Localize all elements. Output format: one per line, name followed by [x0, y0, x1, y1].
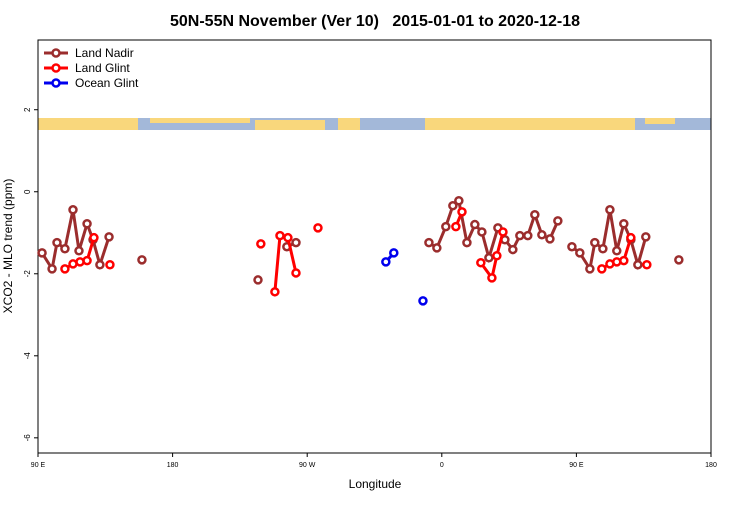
- data-point: [104, 232, 114, 242]
- data-point: [523, 230, 533, 241]
- x-tick-label: 90 E: [31, 462, 46, 469]
- data-point: [619, 255, 629, 266]
- data-point: [60, 244, 70, 254]
- data-point: [484, 253, 494, 263]
- data-point: [612, 246, 622, 256]
- data-point: [283, 232, 293, 243]
- data-point: [424, 237, 434, 248]
- x-tick-label: 180: [705, 462, 717, 469]
- data-point: [674, 255, 684, 265]
- legend-label: Land Nadir: [75, 46, 134, 60]
- data-point: [462, 237, 472, 248]
- data-point: [530, 209, 540, 220]
- series-line: [386, 253, 423, 301]
- data-point: [82, 255, 92, 266]
- data-point: [619, 218, 629, 229]
- data-point: [508, 244, 518, 255]
- x-tick-label: 0: [440, 462, 444, 469]
- data-point: [37, 248, 47, 258]
- data-point: [47, 264, 57, 274]
- legend-marker: [51, 78, 61, 88]
- data-point: [270, 287, 280, 297]
- data-point: [451, 221, 461, 232]
- data-point: [585, 264, 595, 274]
- data-point: [432, 243, 442, 253]
- legend-label: Land Glint: [75, 61, 130, 75]
- data-point: [597, 264, 607, 274]
- data-point: [626, 232, 636, 243]
- data-point: [498, 227, 508, 237]
- legend-marker: [51, 63, 61, 73]
- data-point: [492, 250, 502, 261]
- x-axis-label: Longitude: [349, 477, 402, 491]
- map-strip: [38, 118, 711, 130]
- data-point: [545, 234, 555, 244]
- data-point: [590, 237, 600, 248]
- data-point: [567, 241, 577, 252]
- data-point: [515, 230, 525, 241]
- data-point: [291, 268, 301, 278]
- plot-frame: [37, 39, 712, 454]
- data-point: [89, 232, 99, 243]
- data-point: [105, 260, 115, 270]
- legend-marker: [51, 48, 61, 58]
- data-point: [448, 200, 458, 211]
- chart-title: 50N-55N November (Ver 10) 2015-01-01 to …: [170, 13, 580, 30]
- data-point: [477, 227, 487, 237]
- y-axis-label: XCO2 - MLO trend (ppm): [1, 179, 15, 314]
- data-point: [642, 260, 652, 270]
- data-point: [454, 196, 464, 206]
- y-tick-label: 0: [23, 189, 32, 194]
- data-point: [470, 219, 480, 230]
- data-point: [137, 255, 147, 265]
- data-point: [441, 221, 451, 232]
- data-point: [82, 218, 92, 229]
- data-point: [74, 246, 84, 256]
- data-point: [605, 205, 615, 215]
- data-point: [52, 237, 62, 248]
- data-point: [68, 205, 78, 215]
- data-point: [275, 230, 285, 241]
- x-tick-label: 180: [167, 462, 179, 469]
- data-point: [598, 244, 608, 254]
- data-point: [641, 232, 651, 242]
- data-point: [476, 257, 486, 268]
- y-tick-label: -2: [23, 270, 32, 278]
- data-point: [553, 216, 563, 226]
- data-point: [418, 296, 428, 306]
- data-point: [95, 260, 105, 270]
- legend-label: Ocean Glint: [75, 76, 139, 90]
- data-point: [381, 257, 391, 267]
- y-tick-label: 2: [23, 107, 32, 112]
- x-tick-label: 90 E: [569, 462, 584, 469]
- data-point: [537, 230, 547, 240]
- data-point: [291, 237, 301, 248]
- y-tick-label: -6: [23, 434, 32, 442]
- data-point: [575, 248, 585, 258]
- data-point: [389, 248, 399, 258]
- data-point: [487, 273, 497, 283]
- data-point: [457, 207, 467, 217]
- data-point: [633, 260, 643, 270]
- x-tick-label: 90 W: [299, 462, 316, 469]
- data-point: [60, 264, 70, 274]
- data-point: [313, 223, 323, 233]
- data-point: [256, 239, 266, 249]
- data-point: [253, 275, 263, 285]
- y-tick-label: -4: [23, 352, 32, 360]
